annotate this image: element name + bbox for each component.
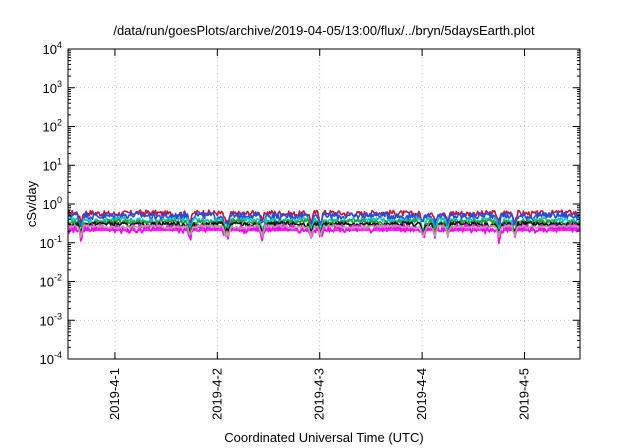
y-tick-label: 102 bbox=[43, 118, 62, 135]
y-tick-label: 10-1 bbox=[40, 234, 62, 251]
x-tick-label: 2019-4-2 bbox=[209, 368, 224, 420]
x-tick-label: 2019-4-1 bbox=[107, 368, 122, 420]
y-tick-label: 10-2 bbox=[40, 273, 62, 290]
x-ticks: 2019-4-1 2019-4-2 2019-4-3 2019-4-4 2019-4-5 bbox=[107, 49, 532, 420]
series-line bbox=[67, 209, 581, 227]
y-ticks: 10-4 10-3 10-2 10-1 100 101 102 103 104 bbox=[40, 40, 580, 367]
y-tick-label: 104 bbox=[43, 40, 62, 57]
y-tick-label: 103 bbox=[43, 79, 62, 96]
series-line bbox=[67, 211, 581, 231]
grid bbox=[68, 49, 580, 359]
x-axis-label: Coordinated Universal Time (UTC) bbox=[224, 430, 423, 445]
y-tick-label: 100 bbox=[43, 195, 62, 212]
x-tick-label: 2019-4-5 bbox=[517, 368, 532, 420]
series-line bbox=[67, 224, 581, 239]
y-tick-label: 101 bbox=[43, 156, 62, 173]
y-tick-label: 10-4 bbox=[40, 350, 62, 367]
x-tick-label: 2019-4-3 bbox=[312, 368, 327, 420]
series-line bbox=[67, 220, 581, 238]
y-axis-label: cSv/day bbox=[24, 180, 39, 227]
series-layer bbox=[67, 209, 581, 244]
y-tick-label: 10-3 bbox=[40, 311, 62, 328]
chart-title: /data/run/goesPlots/archive/2019-04-05/1… bbox=[113, 23, 535, 38]
x-tick-label: 2019-4-4 bbox=[414, 368, 429, 420]
